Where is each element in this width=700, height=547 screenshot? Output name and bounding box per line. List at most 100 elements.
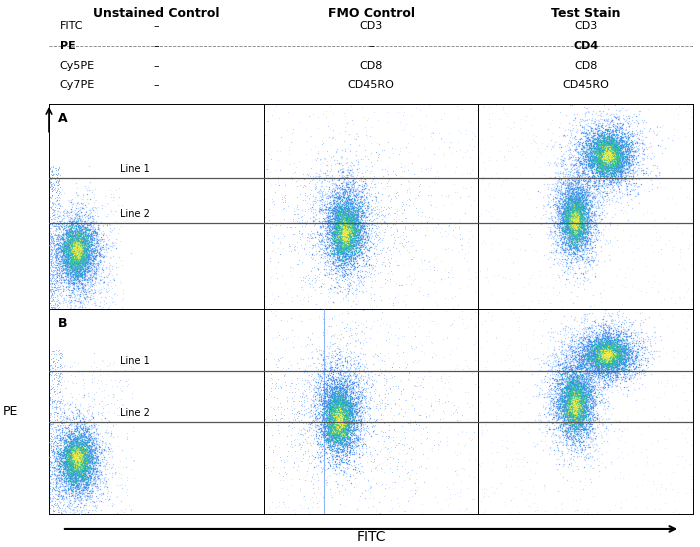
Point [335,383,346,392]
Point [351,252,362,261]
Point [330,404,342,412]
Point [578,233,589,242]
Point [606,175,617,184]
Point [560,208,571,217]
Point [545,215,556,224]
Point [607,360,618,369]
Point [67,461,78,469]
Point [78,290,89,299]
Point [565,385,576,393]
Point [325,222,336,230]
Point [70,465,81,474]
Point [328,409,339,418]
Point [71,439,82,447]
Point [78,462,89,470]
Point [582,394,593,403]
Point [591,358,602,367]
Point [594,370,605,379]
Point [335,465,346,474]
Point [595,354,606,363]
Point [87,228,98,236]
Point [573,201,584,210]
Point [580,230,591,238]
Point [578,351,589,359]
Point [572,201,583,210]
Point [570,208,581,217]
Point [598,160,609,168]
Point [570,230,582,239]
Point [76,254,87,263]
Point [328,429,339,438]
Point [335,400,346,409]
Point [80,246,92,255]
Point [601,357,612,365]
Point [588,135,599,143]
Point [570,368,581,377]
Point [356,211,367,220]
Point [573,217,584,225]
Point [576,386,587,394]
Point [593,350,604,359]
Point [482,390,493,399]
Point [330,352,341,360]
Point [573,200,584,209]
Point [74,439,85,448]
Point [67,241,78,249]
Point [609,163,620,172]
Point [601,154,612,162]
Point [66,213,78,222]
Point [354,232,365,241]
Point [346,395,357,404]
Point [53,272,64,281]
Point [588,365,599,374]
Point [330,435,341,444]
Point [570,368,581,377]
Point [74,270,85,278]
Point [563,389,574,398]
Point [602,138,613,147]
Point [75,400,86,409]
Point [525,457,536,465]
Point [617,159,629,167]
Point [85,445,96,453]
Point [587,351,598,359]
Point [570,184,581,193]
Point [338,188,349,196]
Point [74,455,85,463]
Point [316,193,327,201]
Point [582,404,593,413]
Point [555,400,566,409]
Point [603,344,614,353]
Point [565,230,576,239]
Point [337,409,348,418]
Point [326,408,337,417]
Point [46,420,57,429]
Point [75,248,86,257]
Point [55,445,66,454]
Point [603,157,615,166]
Point [594,347,606,356]
Point [78,257,89,265]
Point [88,435,99,444]
Point [336,233,347,242]
Point [332,414,343,422]
Point [359,243,370,252]
Point [331,417,342,426]
Point [585,165,596,173]
Point [648,347,659,356]
Point [571,389,582,398]
Point [598,362,610,371]
Point [331,419,342,428]
Point [75,234,86,242]
Point [357,184,368,193]
Point [342,223,353,232]
Point [610,346,622,354]
Point [309,232,321,241]
Point [328,199,339,208]
Point [572,228,583,237]
Point [330,446,341,455]
Point [384,385,395,393]
Point [626,129,638,138]
Point [569,213,580,222]
Point [329,424,340,433]
